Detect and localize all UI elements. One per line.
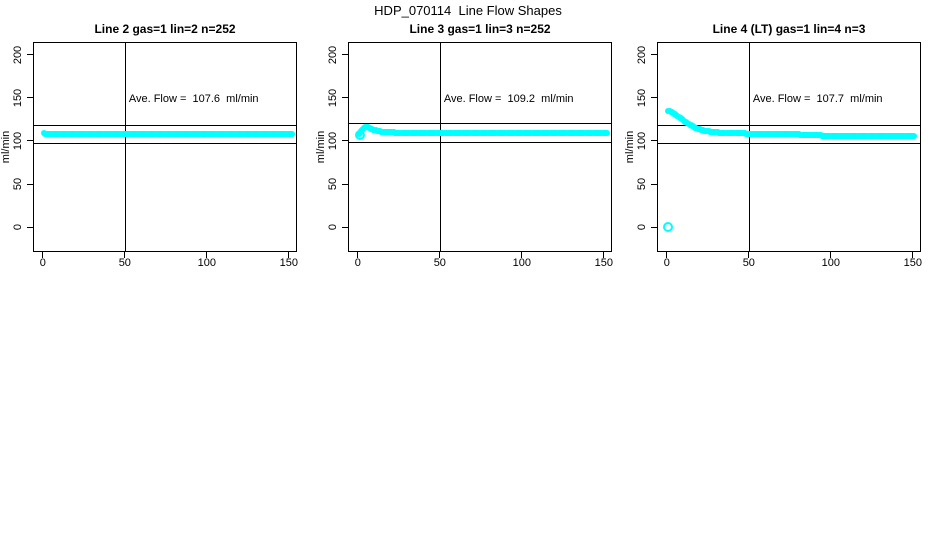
x-tick-mark (357, 252, 359, 258)
plot-box (348, 42, 612, 252)
y-tick-mark (651, 183, 657, 185)
ave-flow-annotation: Ave. Flow = 107.6 ml/min (128, 92, 259, 105)
y-axis-label-text: ml/min (0, 130, 12, 164)
page-title: HDP_070114 Line Flow Shapes (374, 3, 562, 18)
y-tick-mark (27, 140, 33, 142)
panel-title: Line 4 (LT) gas=1 lin=4 n=3 (712, 22, 866, 36)
y-tick-label-text: 100 (327, 131, 339, 151)
x-tick-mark (206, 252, 208, 258)
y-tick-label-text: 200 (636, 45, 648, 65)
x-tick-label: 100 (821, 257, 840, 269)
x-tick-label: 150 (903, 257, 922, 269)
y-tick-label-text: 200 (327, 45, 339, 65)
x-tick-label: 150 (279, 257, 298, 269)
reference-line (348, 141, 612, 143)
x-tick-mark (521, 252, 523, 258)
x-tick-label: 0 (39, 257, 46, 269)
y-tick-label-text: 100 (12, 131, 24, 151)
y-tick-mark (651, 97, 657, 99)
x-tick-mark (42, 252, 44, 258)
x-tick-mark (124, 252, 126, 258)
plot-box (657, 42, 921, 252)
y-tick-label-text: 50 (636, 177, 648, 191)
x-tick-mark (603, 252, 605, 258)
data-point (604, 130, 611, 137)
y-tick-label-text: 150 (12, 88, 24, 108)
y-tick-mark (27, 226, 33, 228)
y-tick-mark (342, 226, 348, 228)
vertical-marker-line (748, 42, 750, 252)
y-tick-mark (342, 140, 348, 142)
y-tick-mark (342, 97, 348, 99)
data-point (911, 132, 918, 139)
x-tick-label: 50 (433, 257, 446, 269)
data-point (289, 131, 296, 138)
plot-box (33, 42, 297, 252)
reference-line (657, 143, 921, 145)
ave-flow-annotation: Ave. Flow = 109.2 ml/min (443, 92, 574, 105)
reference-line (33, 143, 297, 145)
y-tick-mark (651, 226, 657, 228)
x-tick-mark (666, 252, 668, 258)
y-tick-label-text: 150 (636, 88, 648, 108)
x-tick-label: 100 (197, 257, 216, 269)
y-tick-label-text: 0 (636, 223, 648, 231)
vertical-marker-line (124, 42, 126, 252)
x-tick-label: 0 (354, 257, 361, 269)
y-tick-label-text: 50 (327, 177, 339, 191)
x-tick-mark (830, 252, 832, 258)
reference-line (657, 124, 921, 126)
y-tick-label-text: 50 (12, 177, 24, 191)
x-tick-mark (439, 252, 441, 258)
y-tick-mark (342, 54, 348, 56)
y-axis-label-text: ml/min (315, 130, 327, 164)
x-tick-label: 50 (742, 257, 755, 269)
x-tick-mark (748, 252, 750, 258)
vertical-marker-line (439, 42, 441, 252)
panel-title: Line 3 gas=1 lin=3 n=252 (409, 22, 551, 36)
y-tick-mark (27, 54, 33, 56)
x-tick-label: 50 (118, 257, 131, 269)
y-tick-mark (27, 97, 33, 99)
x-tick-mark (288, 252, 290, 258)
outlier-point (354, 129, 365, 140)
y-tick-mark (651, 140, 657, 142)
x-tick-label: 100 (512, 257, 531, 269)
x-tick-mark (912, 252, 914, 258)
ave-flow-annotation: Ave. Flow = 107.7 ml/min (752, 92, 883, 105)
x-tick-label: 150 (594, 257, 613, 269)
y-axis-label-text: ml/min (624, 130, 636, 164)
y-tick-mark (342, 183, 348, 185)
reference-line (348, 123, 612, 125)
y-tick-label-text: 200 (12, 45, 24, 65)
y-tick-mark (27, 183, 33, 185)
y-tick-label-text: 150 (327, 88, 339, 108)
panel-title: Line 2 gas=1 lin=2 n=252 (94, 22, 236, 36)
y-tick-label-text: 0 (12, 223, 24, 231)
outlier-point (663, 222, 674, 233)
y-tick-label-text: 100 (636, 131, 648, 151)
y-tick-label-text: 0 (327, 223, 339, 231)
x-tick-label: 0 (663, 257, 670, 269)
y-tick-mark (651, 54, 657, 56)
reference-line (33, 124, 297, 126)
